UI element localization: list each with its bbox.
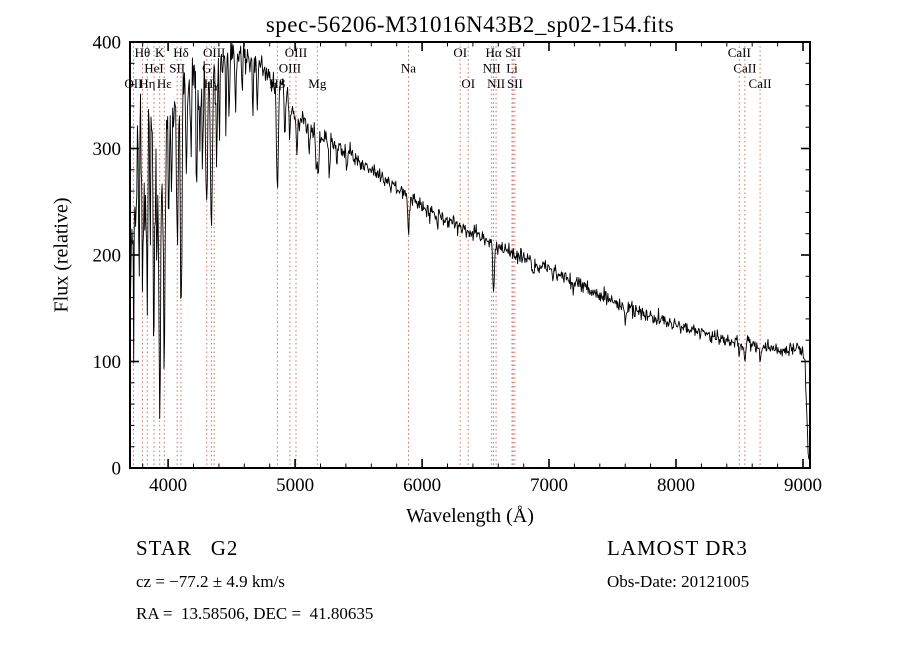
spectral-line-label: Na [401,61,416,76]
spectral-line-label: OI [461,76,475,91]
spectral-line-label: NII [487,76,505,91]
spectral-line-label: Hδ [173,45,189,60]
x-tick-label: 7000 [530,475,568,496]
spectral-line-label: SII [505,45,521,60]
x-tick-label: 9000 [784,475,822,496]
y-tick-label: 0 [112,459,122,480]
spectral-line-label: OII [124,76,142,91]
spectral-line-label: Li [506,61,518,76]
spectral-line-label: CaII [728,45,751,60]
x-axis-title: Wavelength (Å) [406,505,534,527]
object-class-label: STAR G2 [136,536,239,560]
spectral-line-label: SII [507,76,523,91]
obs-date-label: Obs-Date: 20121005 [607,572,750,591]
spectral-marker-lines [132,42,761,468]
radial-velocity-label: cz = −77.2 ± 4.9 km/s [136,572,285,591]
spectral-line-label: Hη [139,76,155,91]
plot-title: spec-56206-M31016N43B2_sp02-154.fits [265,12,675,37]
spectral-line-label: OIII [285,45,307,60]
spectral-line-label: CaII [749,76,772,91]
survey-release-label: LAMOST DR3 [607,536,748,560]
spectral-line-label: OI [453,45,467,60]
y-tick-label: 200 [93,246,122,267]
spectral-line-label: Hγ [204,76,219,91]
spectrum-trace [129,41,811,464]
spectral-line-label: Hθ [135,45,151,60]
spectral-line-label: NII [483,61,501,76]
x-tick-label: 8000 [657,475,695,496]
y-tick-label: 400 [93,33,122,54]
x-tick-label: 6000 [403,475,441,496]
spectral-line-label: Hβ [269,76,285,91]
y-tick-label: 100 [93,352,122,373]
axes [129,41,811,469]
spectral-line-label: K [155,45,165,60]
y-tick-label: 300 [93,139,122,160]
spectral-line-label: OIII [203,45,225,60]
x-tick-label: 5000 [276,475,314,496]
spectral-line-label: Hα [485,45,501,60]
tick-labels: 4000 5000 6000 7000 8000 9000 0 100 200 300 400 [93,33,823,497]
spectral-line-label: G [202,61,211,76]
ra-dec-label: RA = 13.58506, DEC = 41.80635 [136,604,374,623]
spectral-line-label: SII [169,61,185,76]
spectral-line-label: CaII [733,61,756,76]
spectral-line-label: Hε [157,76,172,91]
spectral-line-label: HeI [144,61,164,76]
x-tick-label: 4000 [149,475,187,496]
spectral-line-label: Mg [308,76,327,91]
spectral-line-label: OIII [279,61,301,76]
